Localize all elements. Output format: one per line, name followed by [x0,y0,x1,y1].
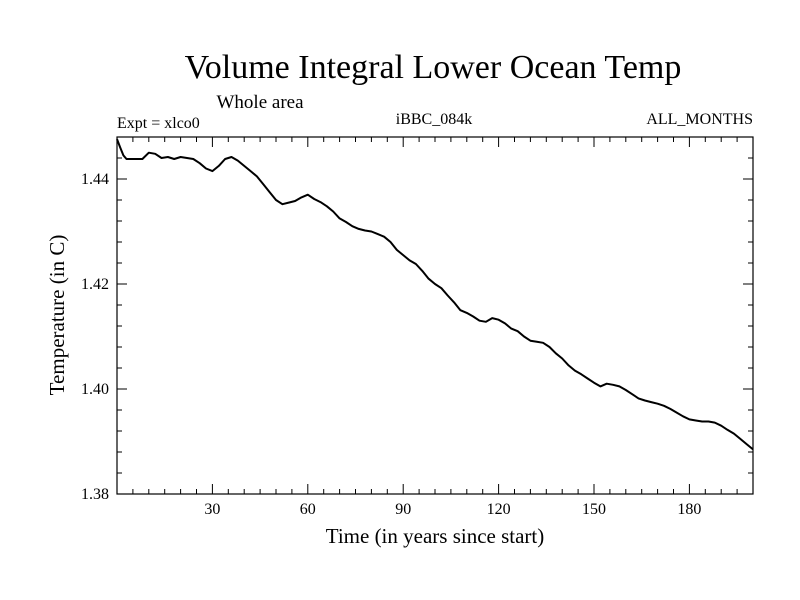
series-line-temperature [116,138,754,451]
y-axis-label: Temperature (in C) [45,235,69,396]
y-tick-label: 1.44 [81,171,109,188]
x-tick-label: 90 [395,501,411,518]
chart-subtitle: Whole area [216,92,304,113]
chart-title: Volume Integral Lower Ocean Temp [185,49,682,86]
y-axis-ticks: 1.38 1.40 1.42 1.44 [81,157,753,503]
x-axis-ticks: 30 60 90 120 150 180 [132,137,738,518]
x-tick-label: 60 [300,501,316,518]
x-axis-label: Time (in years since start) [326,524,545,548]
plot-frame [116,136,754,495]
y-tick-label: 1.38 [81,486,109,503]
run-label: iBBC_084k [396,111,472,128]
y-tick-label: 1.40 [81,381,109,398]
y-tick-label: 1.42 [81,276,109,293]
x-tick-label: 180 [677,501,701,518]
x-tick-label: 120 [487,501,511,518]
x-tick-label: 30 [204,501,220,518]
months-label: ALL_MONTHS [646,111,753,128]
expt-label: Expt = xlco0 [117,115,200,132]
x-tick-label: 150 [582,501,606,518]
